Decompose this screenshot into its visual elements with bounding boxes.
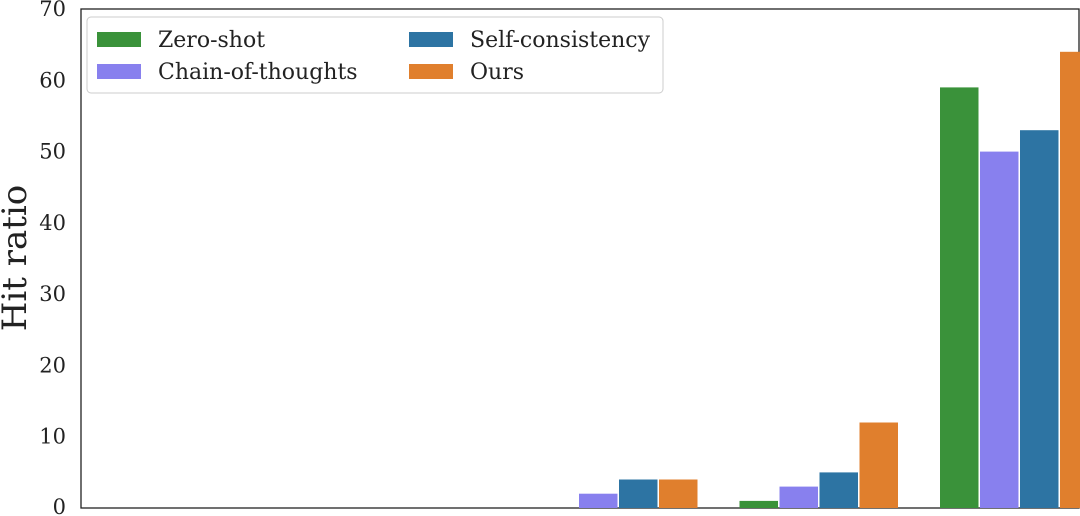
bar-self-consistency <box>819 472 858 508</box>
bar-zero-shot <box>940 87 979 509</box>
y-axis-ticks: 0 10 20 30 40 50 60 70 <box>39 0 66 516</box>
bar-chain-of-thoughts <box>980 151 1019 508</box>
legend-label-self-consistency: Self-consistency <box>470 28 651 53</box>
legend-label-zero-shot: Zero-shot <box>158 28 265 53</box>
legend-label-ours: Ours <box>470 60 524 85</box>
bar-group <box>579 51 1080 509</box>
bar-chain-of-thoughts <box>779 486 818 508</box>
y-tick-label: 50 <box>39 140 66 164</box>
bar-ours <box>859 422 898 508</box>
y-axis-title: Hit ratio <box>0 185 35 332</box>
y-tick-label: 20 <box>39 353 66 377</box>
legend-box <box>86 16 664 94</box>
legend-label-chain-of-thoughts: Chain-of-thoughts <box>158 60 358 85</box>
legend: Zero-shot Chain-of-thoughts Self-consist… <box>86 16 664 94</box>
y-tick-label: 40 <box>39 211 66 235</box>
y-tick-label: 60 <box>39 68 66 92</box>
bar-ours <box>659 479 698 508</box>
bar-chain-of-thoughts <box>579 493 618 508</box>
legend-swatch-self-consistency <box>409 32 453 47</box>
legend-swatch-chain-of-thoughts <box>97 64 141 79</box>
legend-swatch-zero-shot <box>97 32 141 47</box>
legend-swatch-ours <box>409 64 453 79</box>
bar-self-consistency <box>1020 130 1059 508</box>
bar-self-consistency <box>619 479 658 508</box>
y-tick-label: 70 <box>39 0 66 21</box>
bar-ours <box>1060 51 1080 509</box>
y-tick-label: 10 <box>39 425 66 449</box>
y-tick-label: 0 <box>53 495 66 516</box>
y-tick-label: 30 <box>39 282 66 306</box>
bar-zero-shot <box>739 500 778 508</box>
